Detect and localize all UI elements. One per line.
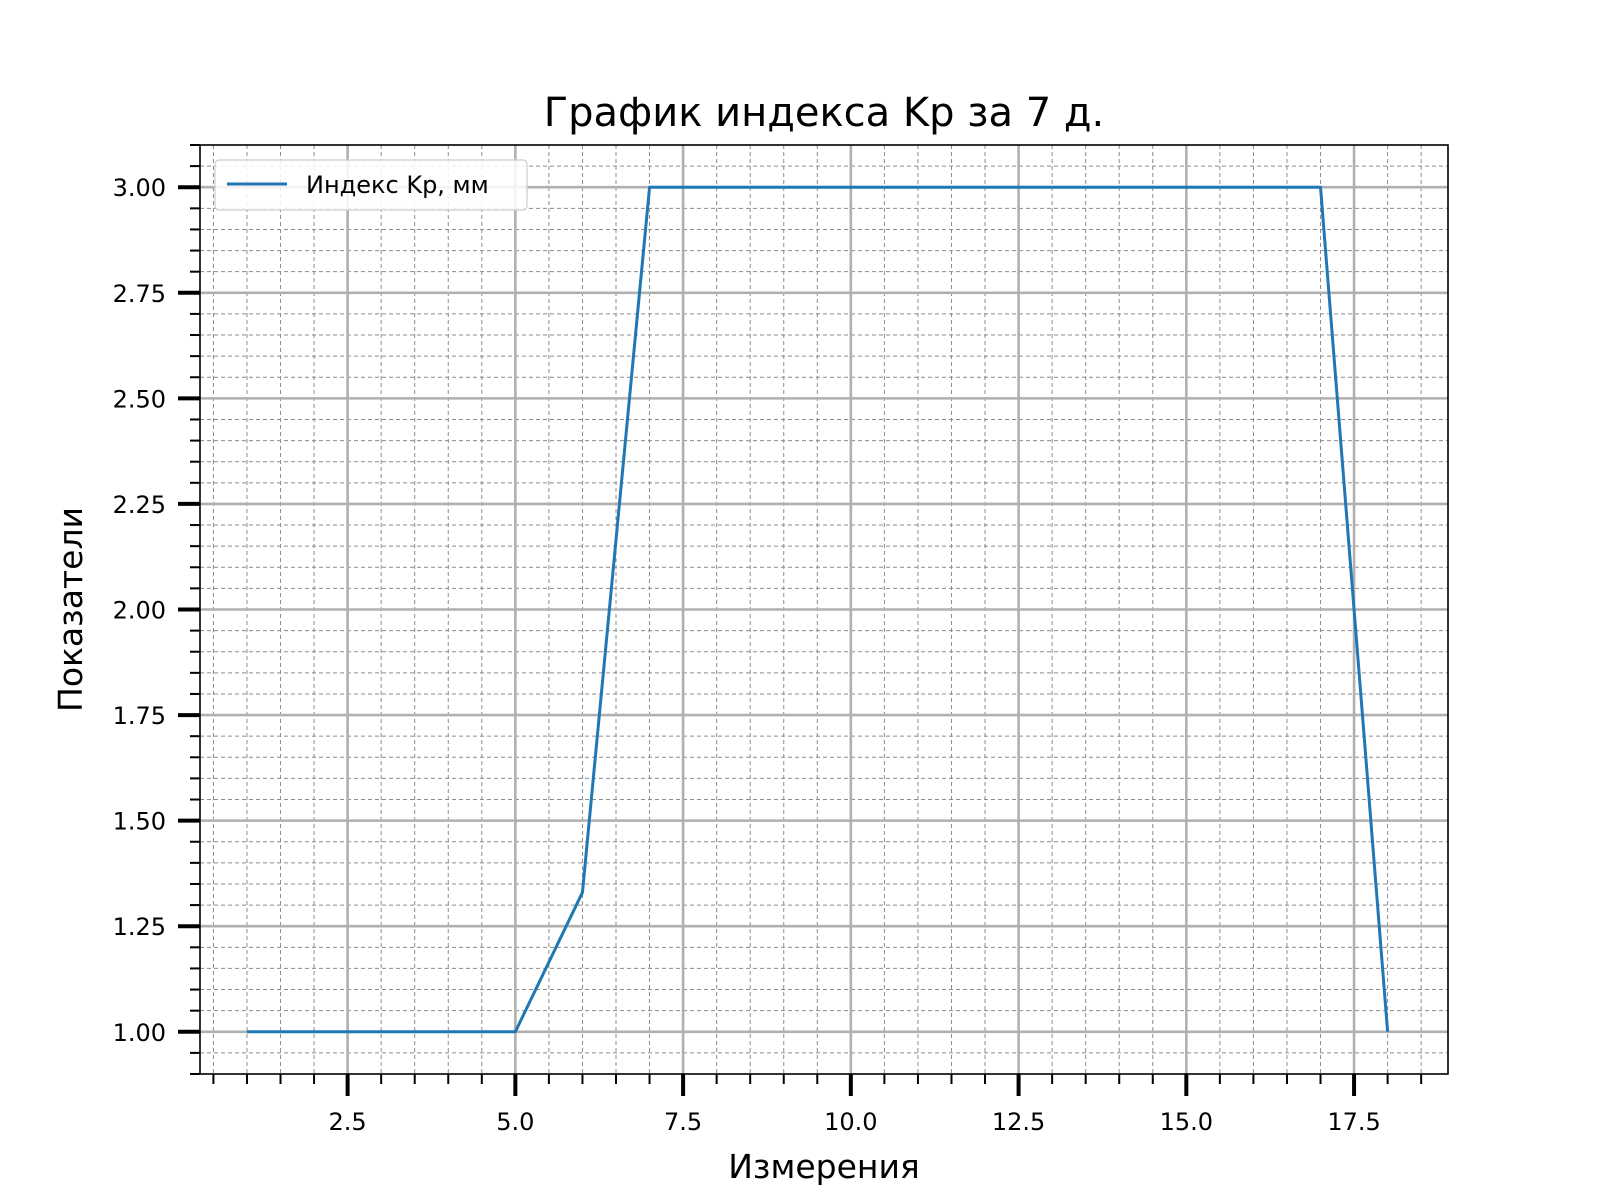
legend-box [214, 159, 528, 211]
legend-label: Индекс Kp, мм [306, 171, 489, 199]
x-axis-label: Измерения [728, 1147, 920, 1186]
legend: Индекс Kp, мм [214, 159, 528, 211]
x-tick-label: 17.5 [1327, 1108, 1380, 1136]
y-tick-label: 2.00 [113, 597, 166, 625]
x-tick-label: 15.0 [1160, 1108, 1213, 1136]
chart-title: График индекса Kp за 7 д. [544, 90, 1105, 136]
y-tick-label: 2.50 [113, 385, 166, 413]
major-grid [200, 145, 1448, 1074]
y-tick-label: 2.75 [113, 280, 166, 308]
x-tick-label: 10.0 [824, 1108, 877, 1136]
ticks-layer: 2.5 5.0 7.5 10.0 12.5 15.0 17.5 1.00 1.25 1.50 1.7… [113, 144, 1423, 1136]
x-tick-label: 2.5 [329, 1108, 367, 1136]
y-tick-label: 2.25 [113, 491, 166, 519]
y-tick-label: 3.00 [113, 174, 166, 202]
y-tick-label: 1.50 [113, 808, 166, 836]
y-axis-label: Показатели [51, 507, 90, 712]
x-tick-label: 5.0 [496, 1108, 534, 1136]
series-layer [246, 185, 1390, 1034]
series-line [246, 185, 1390, 1034]
y-tick-label: 1.75 [113, 702, 166, 730]
y-tick-label: 1.00 [113, 1019, 166, 1047]
x-tick-label: 7.5 [664, 1108, 702, 1136]
x-tick-label: 12.5 [992, 1108, 1045, 1136]
y-tick-label: 1.25 [113, 913, 166, 941]
